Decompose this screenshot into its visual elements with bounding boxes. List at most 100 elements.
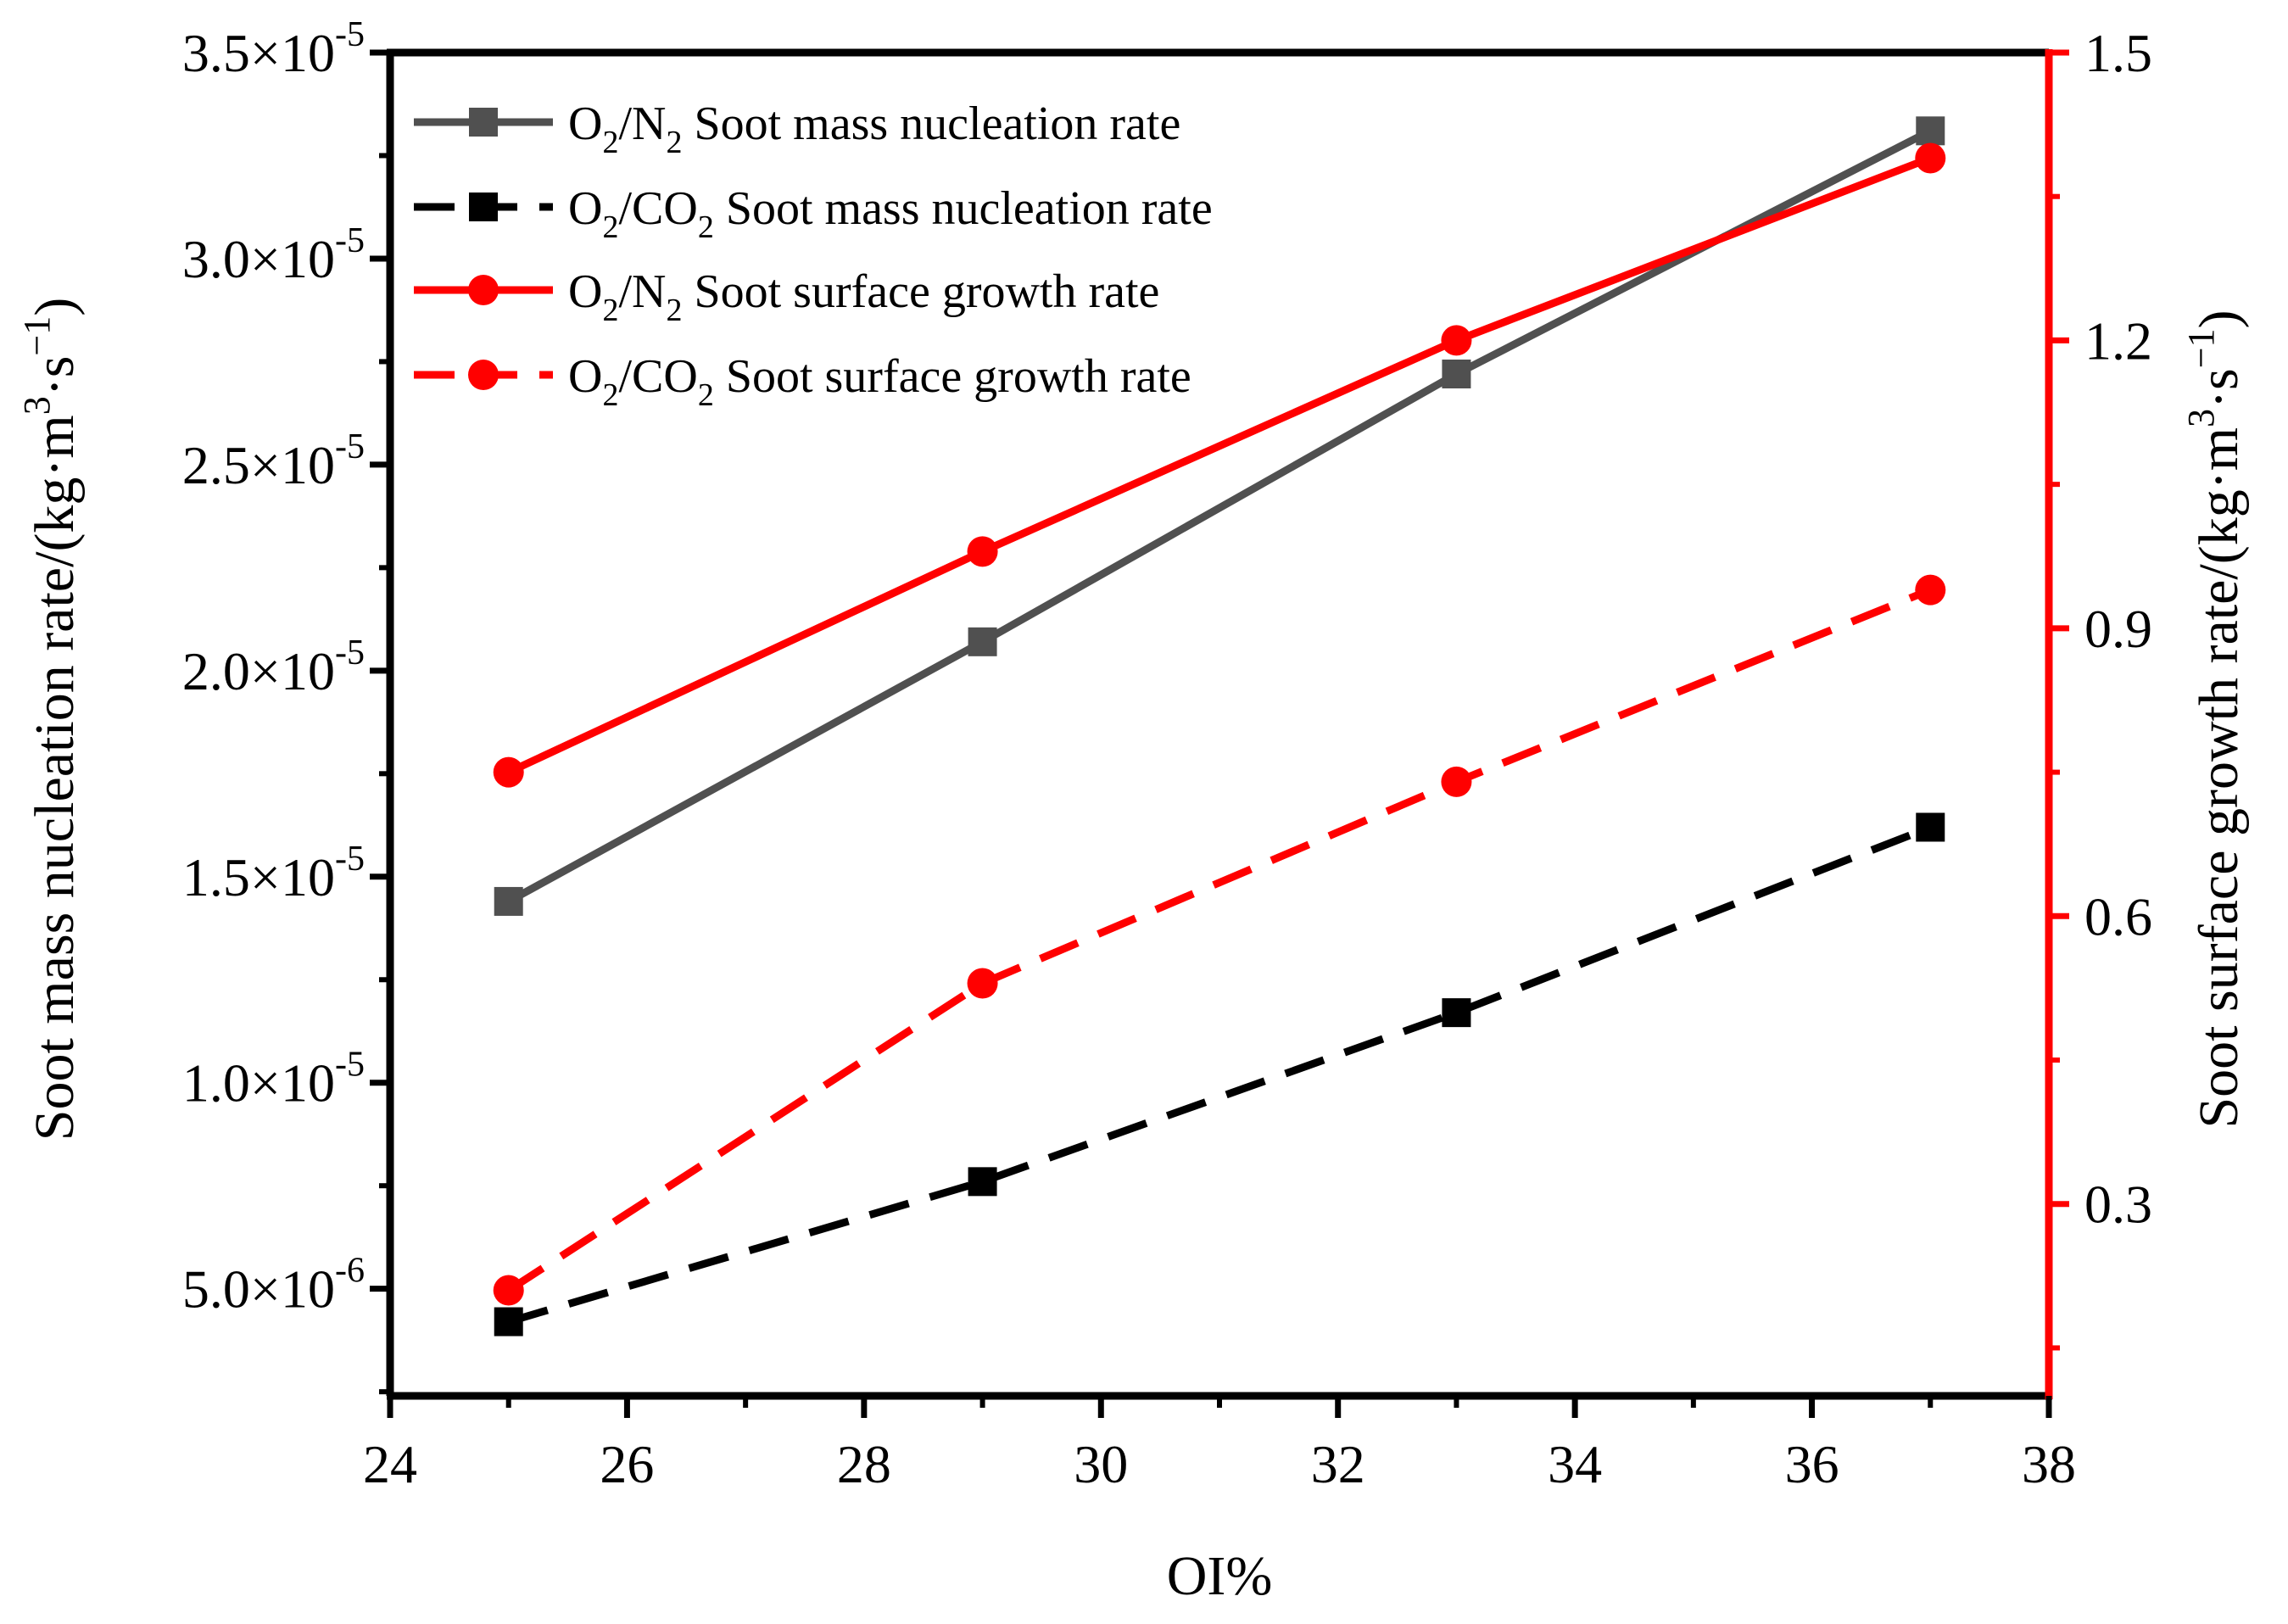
legend-swatch-marker-1 — [469, 108, 498, 137]
y-left-tick-exponent: -5 — [335, 840, 365, 879]
legend-label-part: O — [568, 265, 602, 318]
series-4-line — [506, 586, 1932, 1294]
x-tick-label: 34 — [1548, 1434, 1602, 1494]
series-1-point — [1916, 116, 1945, 146]
y-right-tick-label: 0.6 — [2084, 886, 2152, 946]
y-left-axis-title-part: Soot mass nucleation rate/(kg·m — [24, 415, 86, 1141]
legend-label-part: /CO — [618, 350, 697, 403]
series-2-line — [507, 823, 1932, 1325]
y-right-axis-title-part: ) — [2188, 310, 2250, 328]
series-1-point — [494, 886, 523, 916]
legend-label-2: O2/CO2 Soot mass nucleation rate — [568, 182, 1213, 245]
y-left-tick-mantissa: 3.0×10 — [182, 229, 335, 289]
x-tick-label: 28 — [837, 1434, 891, 1494]
x-tick-label: 26 — [600, 1434, 654, 1494]
series-4-point — [1915, 574, 1946, 606]
y-right-axis-title-sup: 3 — [2180, 409, 2222, 427]
y-left-tick-label: 5.0×10-6 — [182, 1252, 365, 1320]
y-right-tick-label: 1.2 — [2084, 310, 2152, 371]
y-left-tick-mantissa: 1.0×10 — [182, 1053, 335, 1113]
legend-label-sub: 2 — [602, 125, 618, 160]
legend-label-sub: 2 — [602, 209, 618, 245]
y-left-tick-mantissa: 1.5×10 — [182, 847, 335, 907]
legend-label-part: Soot surface growth rate — [682, 265, 1159, 318]
legend-label-sub: 2 — [698, 377, 714, 413]
plot-marks — [493, 116, 1946, 1337]
y-left-tick-mantissa: 5.0×10 — [182, 1259, 335, 1320]
series-3-point — [493, 756, 524, 788]
legend-label-4: O2/CO2 Soot surface growth rate — [568, 350, 1191, 413]
series-4-point — [1441, 766, 1472, 797]
axis-ticks: 24 26 28 30 32 34 36 385.0×10-61.0×10-51.5×10-5… — [182, 15, 2152, 1494]
series-2-point — [1442, 998, 1471, 1028]
series-1-line — [506, 127, 1933, 905]
legend-label-part: Soot mass nucleation rate — [714, 182, 1213, 235]
series-3-point — [1915, 142, 1946, 174]
axis-titles: OI% Soot mass nucleation rate/(kg·m3·s−1… — [16, 298, 2250, 1607]
y-left-tick-label: 1.0×10-5 — [182, 1046, 365, 1113]
series-3-line — [506, 154, 1932, 776]
y-left-axis-title-part: ·s — [24, 356, 86, 397]
legend-label-part: Soot mass nucleation rate — [682, 98, 1180, 150]
legend-label-sub: 2 — [666, 125, 682, 160]
y-left-tick-exponent: -6 — [335, 1252, 365, 1291]
y-left-tick-exponent: -5 — [335, 427, 365, 466]
legend-label-part: O — [568, 182, 602, 235]
legend-swatch-marker-2 — [469, 193, 498, 221]
y-left-tick-label: 2.5×10-5 — [182, 427, 365, 495]
y-left-tick-mantissa: 2.5×10 — [182, 435, 335, 495]
y-right-tick-label: 0.9 — [2084, 599, 2152, 659]
y-right-axis-title-part: Soot surface growth rate/(kg·m — [2188, 427, 2250, 1129]
x-tick-label: 36 — [1785, 1434, 1839, 1494]
x-tick-label: 30 — [1074, 1434, 1128, 1494]
y-right-axis-title-part: ·s — [2188, 368, 2250, 409]
y-left-tick-mantissa: 3.5×10 — [182, 23, 335, 83]
y-left-axis-title-part: ) — [24, 298, 86, 316]
series-2-point — [1916, 812, 1945, 842]
y-left-tick-mantissa: 2.0×10 — [182, 641, 335, 701]
y-left-tick-exponent: -5 — [335, 221, 365, 260]
series-4-point — [967, 968, 998, 999]
series-1-point — [968, 627, 997, 656]
legend-label-part: /CO — [618, 182, 697, 235]
legend-label-sub: 2 — [666, 293, 682, 328]
x-tick-label: 38 — [2022, 1434, 2076, 1494]
plot-frame — [386, 48, 2053, 1400]
legend-label-sub: 2 — [602, 377, 618, 413]
legend-label-part: O — [568, 350, 602, 403]
y-right-axis-title-sup: −1 — [2180, 328, 2222, 368]
legend-label-sub: 2 — [602, 293, 618, 328]
y-right-tick-label: 1.5 — [2084, 23, 2152, 83]
series-4-point — [493, 1275, 524, 1306]
y-left-axis-title-sup: −1 — [16, 316, 58, 356]
series-2-point — [494, 1307, 523, 1337]
legend-label-part: /N — [618, 265, 666, 318]
x-axis-title: OI% — [1167, 1545, 1273, 1607]
y-left-tick-label: 3.5×10-5 — [182, 15, 365, 83]
legend-swatch-marker-3 — [468, 275, 499, 305]
legend-label-part: O — [568, 98, 602, 150]
series-2-point — [968, 1167, 997, 1197]
y-left-tick-exponent: -5 — [335, 633, 365, 672]
legend-label-part: /N — [618, 98, 666, 150]
y-right-axis-title: Soot surface growth rate/(kg·m3·s−1) — [2180, 310, 2250, 1128]
y-left-tick-exponent: -5 — [335, 1046, 365, 1085]
y-left-tick-label: 1.5×10-5 — [182, 840, 365, 907]
y-left-tick-exponent: -5 — [335, 15, 365, 54]
y-left-tick-label: 2.0×10-5 — [182, 633, 365, 701]
x-tick-label: 24 — [363, 1434, 417, 1494]
x-tick-label: 32 — [1311, 1434, 1365, 1494]
legend-swatch-marker-4 — [468, 360, 499, 390]
y-left-axis-title-sup: 3 — [16, 396, 58, 415]
series-1-point — [1442, 359, 1471, 388]
y-right-tick-label: 0.3 — [2084, 1175, 2152, 1235]
series-3-point — [1441, 325, 1472, 356]
series-3-point — [967, 536, 998, 567]
y-left-tick-label: 3.0×10-5 — [182, 221, 365, 289]
legend-label-1: O2/N2 Soot mass nucleation rate — [568, 98, 1180, 160]
y-left-axis-title: Soot mass nucleation rate/(kg·m3·s−1) — [16, 298, 86, 1141]
legend-label-sub: 2 — [698, 209, 714, 245]
